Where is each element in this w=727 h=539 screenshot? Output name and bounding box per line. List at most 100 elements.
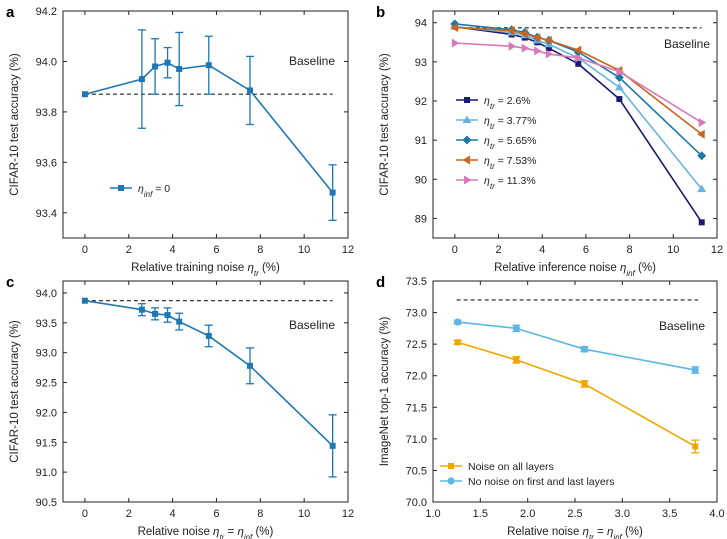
y-axis-label: CIFAR-10 test accuracy (%): [379, 53, 391, 196]
x-tick-label: 0: [82, 508, 88, 520]
data-point: [176, 66, 183, 73]
data-point: [138, 306, 145, 313]
y-tick-label: 89: [415, 213, 427, 225]
x-axis-label: Relative noise ηtr = ηinf (%): [507, 526, 643, 539]
series-1: No noise on first and last layers: [440, 318, 700, 488]
series-line: [457, 341, 696, 448]
y-tick-label: 71.5: [406, 402, 427, 414]
data-point: [451, 38, 460, 48]
legend-label: No noise on first and last layers: [468, 476, 615, 488]
x-tick-label: 4.0: [709, 508, 724, 520]
legend-marker: [118, 185, 124, 191]
legend-marker: [462, 115, 472, 123]
data-point: [521, 43, 530, 53]
data-point: [152, 310, 159, 317]
legend-label: Noise on all layers: [468, 461, 554, 473]
plot-frame: [62, 280, 349, 503]
x-tick-label: 10: [667, 244, 679, 256]
panel-letter: d: [376, 274, 385, 291]
x-axis-label: Relative inference noise ηinf (%): [494, 262, 656, 278]
legend-label: ηinf = 0: [138, 183, 170, 199]
series-0: ηinf = 0: [81, 29, 337, 221]
y-tick-label: 70.0: [406, 497, 427, 509]
legend-marker: [462, 135, 472, 145]
legend-label: ηtr = 2.6%: [484, 95, 531, 111]
data-point: [247, 87, 254, 94]
data-point: [697, 129, 705, 139]
y-tick-label: 70.5: [406, 465, 427, 477]
y-axis-label: CIFAR-10 test accuracy (%): [9, 320, 21, 463]
legend-marker: [462, 155, 470, 165]
legend-marker: [447, 477, 455, 485]
y-tick-label: 94: [415, 18, 427, 30]
y-axis-label: CIFAR-10 test accuracy (%): [9, 53, 21, 196]
legend-label: ηtr = 3.77%: [484, 115, 536, 131]
y-tick-label: 91: [415, 135, 427, 147]
y-tick-label: 93.6: [36, 157, 57, 169]
x-tick-label: 8: [627, 244, 633, 256]
data-point: [176, 318, 183, 325]
data-point: [581, 380, 588, 387]
y-tick-label: 93.4: [36, 208, 57, 220]
data-point: [512, 324, 520, 332]
data-point: [575, 60, 582, 67]
x-tick-label: 4: [170, 508, 176, 520]
data-point: [507, 26, 515, 36]
y-tick-label: 91.0: [36, 467, 57, 479]
data-point: [329, 189, 336, 196]
panel-d: d 1.0 1.5 2.0 2.5 3.0 3.5 4.0 70.0 70.5 71.0 71.5 72…: [376, 274, 725, 539]
x-axis-label: Relative noise ηtr = ηinf (%): [138, 526, 274, 539]
legend-label: ηtr = 11.3%: [484, 175, 536, 191]
x-tick-label: 8: [257, 244, 263, 256]
series-line: [457, 321, 696, 371]
y-tick-label: 91.5: [36, 437, 57, 449]
baseline-label: Baseline: [664, 37, 710, 51]
y-tick-label: 72.5: [406, 339, 427, 351]
y-tick-label: 92.0: [36, 407, 57, 419]
x-tick-label: 10: [298, 244, 310, 256]
legend-marker: [464, 175, 472, 185]
y-tick-label: 92.5: [36, 378, 57, 390]
x-tick-label: 0: [452, 244, 458, 256]
x-tick-label: 4: [539, 244, 545, 256]
data-point: [205, 62, 212, 69]
data-point: [534, 46, 542, 56]
y-tick-label: 90: [415, 174, 427, 186]
series-0: Noise on all layers: [440, 339, 700, 473]
data-point: [164, 312, 171, 319]
data-point: [698, 118, 707, 128]
data-point: [329, 442, 336, 449]
y-tick-label: 93: [415, 57, 427, 69]
series-4: ηtr = 11.3%: [451, 38, 707, 191]
panel-letter: b: [376, 4, 385, 21]
x-tick-label: 2: [495, 244, 501, 256]
data-point: [697, 184, 707, 193]
x-tick-label: 12: [342, 244, 354, 256]
y-tick-label: 93.5: [36, 318, 57, 330]
baseline-label: Baseline: [289, 318, 335, 332]
data-point: [698, 219, 705, 226]
data-point: [616, 67, 624, 77]
data-point: [544, 35, 552, 45]
y-tick-label: 92: [415, 96, 427, 108]
data-point: [81, 297, 88, 304]
y-tick-label: 71.0: [406, 434, 427, 446]
series-3: ηtr = 7.53%: [450, 22, 705, 171]
legend-label: ηtr = 7.53%: [484, 155, 536, 171]
x-tick-label: 2.5: [567, 508, 582, 520]
x-axis-label: Relative training noise ηtr (%): [131, 262, 280, 278]
y-axis-label: ImageNet top-1 accuracy (%): [379, 317, 391, 467]
x-tick-label: 2: [126, 244, 132, 256]
data-point: [520, 29, 528, 39]
x-tick-label: 12: [711, 244, 723, 256]
series-0: [81, 297, 337, 478]
panel-c: c 0 2 4 6 8 10 12 90.5 91.0 91.5 92.0 92.5 93.0 93.5 94…: [6, 274, 354, 539]
data-point: [614, 82, 624, 91]
x-tick-label: 8: [257, 508, 263, 520]
legend-marker: [448, 463, 454, 469]
y-tick-label: 94.2: [36, 6, 57, 18]
panel-letter: a: [6, 4, 15, 21]
data-point: [205, 332, 212, 339]
data-point: [573, 45, 582, 55]
